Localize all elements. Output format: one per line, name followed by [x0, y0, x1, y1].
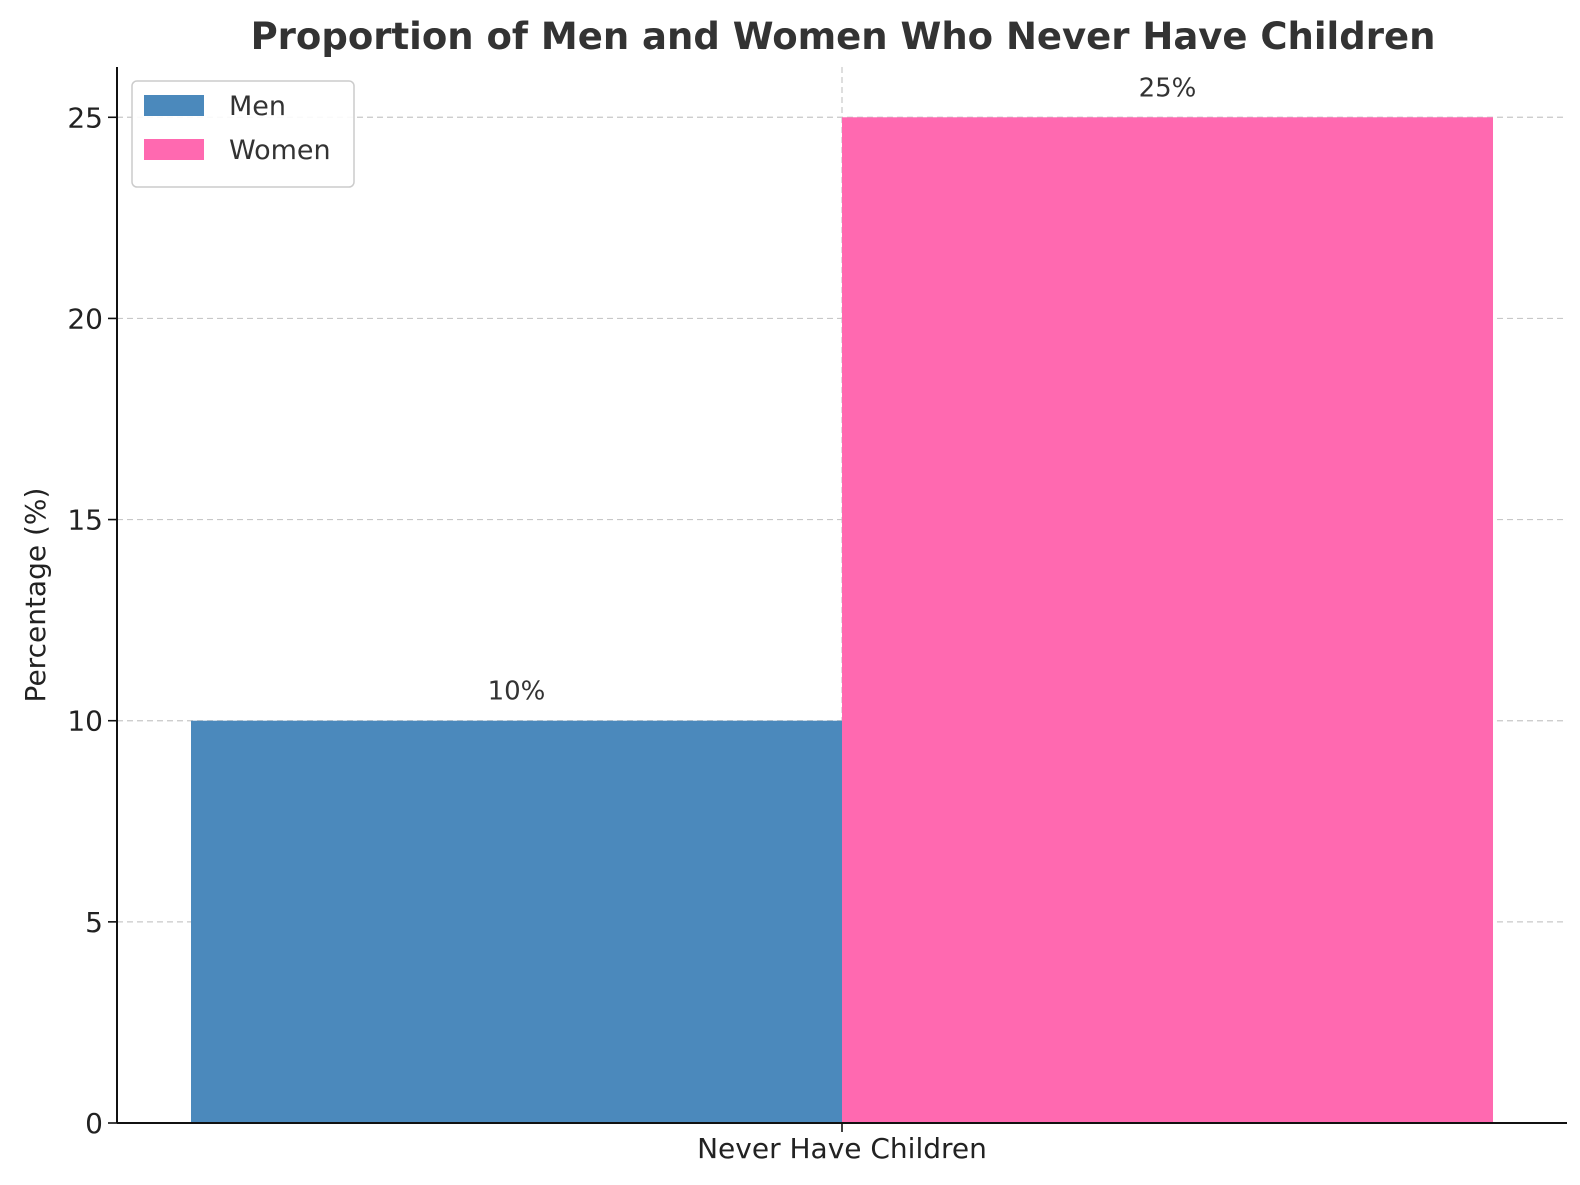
- y-tick-label: 0: [85, 1107, 103, 1140]
- bar-men: [191, 720, 842, 1123]
- legend: Men Women: [131, 80, 355, 188]
- bar-women: [842, 117, 1493, 1124]
- ticks: Never Have Children 0 5 10 15 20 25: [67, 101, 987, 1165]
- y-tick-label: 20: [67, 302, 103, 335]
- legend-label-women: Women: [229, 135, 331, 166]
- data-labels: 10% 25%: [488, 73, 1197, 706]
- bars: [191, 117, 1493, 1124]
- legend-label-men: Men: [229, 91, 286, 122]
- chart-title: Proportion of Men and Women Who Never Ha…: [251, 15, 1436, 58]
- x-tick-label: Never Have Children: [697, 1132, 987, 1165]
- data-label-women: 25%: [1139, 73, 1197, 103]
- y-axis-label: Percentage (%): [19, 488, 52, 703]
- legend-swatch-women: [144, 139, 204, 160]
- y-tick-label: 15: [67, 504, 103, 537]
- y-tick-label: 5: [85, 906, 103, 939]
- y-tick-label: 10: [67, 705, 103, 738]
- y-tick-label: 25: [67, 101, 103, 134]
- legend-swatch-men: [144, 95, 204, 116]
- data-label-men: 10%: [488, 677, 546, 707]
